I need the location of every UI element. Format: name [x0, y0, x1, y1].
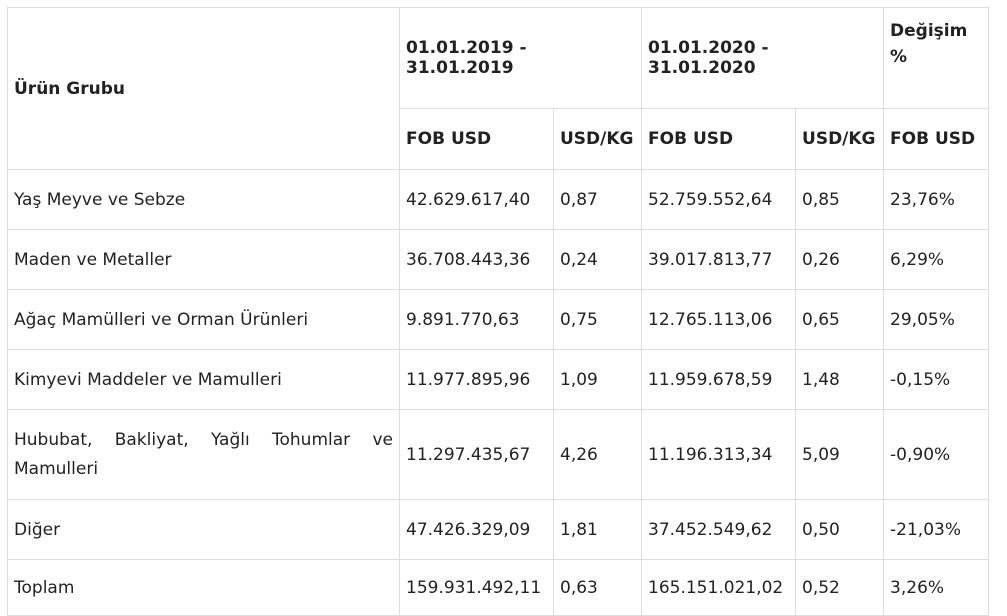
fob-2020: 12.765.113,06 [641, 289, 797, 350]
product-name: Kimyevi Maddeler ve Mamulleri [7, 349, 400, 410]
product-name: Diğer [7, 499, 400, 560]
change-value: -21,03% [883, 499, 990, 560]
fob-2019: 42.629.617,40 [399, 169, 554, 230]
header-fob-usd-2019: FOB USD [399, 108, 554, 170]
fob-2020: 37.452.549,62 [641, 499, 797, 560]
table-row: Kimyevi Maddeler ve Mamulleri 11.977.895… [7, 349, 990, 410]
table-row: Ağaç Mamülleri ve Orman Ürünleri 9.891.7… [7, 289, 990, 350]
product-name: Hububat, Bakliyat, Yağlı Tohumlar ve Mam… [7, 409, 400, 500]
fob-2020: 39.017.813,77 [641, 229, 797, 290]
header-period-2019: 01.01.2019 - 31.01.2019 [398, 7, 643, 109]
header-period-2020: 01.01.2020 - 31.01.2020 [641, 7, 885, 109]
fob-2019: 47.426.329,09 [399, 499, 554, 560]
header-usd-kg-2020: USD/KG [795, 108, 885, 170]
table-row: Diğer 47.426.329,09 1,81 37.452.549,62 0… [7, 499, 990, 560]
product-name: Yaş Meyve ve Sebze [7, 169, 400, 230]
usd-kg-2019: 1,09 [552, 349, 643, 410]
usd-kg-2020: 0,50 [795, 499, 885, 560]
fob-2019: 36.708.443,36 [399, 229, 554, 290]
change-value: -0,15% [883, 349, 990, 410]
header-product-group: Ürün Grubu [7, 7, 400, 170]
change-value: 6,29% [883, 229, 990, 290]
header-row-top: Ürün Grubu 01.01.2019 - 31.01.2019 01.01… [7, 7, 990, 170]
change-value: 29,05% [883, 289, 990, 350]
header-fob-usd-2020: FOB USD [641, 108, 797, 170]
header-change: Değişim % [883, 7, 990, 109]
change-value: -0,90% [883, 409, 990, 500]
usd-kg-2019: 0,87 [552, 169, 643, 230]
fob-2020: 11.959.678,59 [641, 349, 797, 410]
header-row-sub: FOB USD USD/KG FOB USD USD/KG FOB USD [8, 108, 990, 170]
export-table: Ürün Grubu 01.01.2019 - 31.01.2019 01.01… [7, 7, 990, 616]
change-value: 23,76% [883, 169, 990, 230]
total-label: Toplam [7, 559, 400, 616]
table-row: Yaş Meyve ve Sebze 42.629.617,40 0,87 52… [7, 169, 990, 230]
total-row: Toplam 159.931.492,11 0,63 165.151.021,0… [7, 559, 990, 616]
usd-kg-2019: 0,24 [552, 229, 643, 290]
usd-kg-2020: 0,85 [795, 169, 885, 230]
product-name: Ağaç Mamülleri ve Orman Ürünleri [7, 289, 400, 350]
usd-kg-2020: 0,26 [795, 229, 885, 290]
fob-2019: 11.297.435,67 [399, 409, 554, 500]
header-usd-kg-2019: USD/KG [552, 108, 643, 170]
usd-kg-2019: 1,81 [552, 499, 643, 560]
usd-kg-2019: 0,75 [552, 289, 643, 350]
fob-2019: 9.891.770,63 [399, 289, 554, 350]
total-fob-2020: 165.151.021,02 [641, 559, 797, 616]
table-row: Hububat, Bakliyat, Yağlı Tohumlar ve Mam… [7, 409, 990, 500]
total-usd-kg-2020: 0,52 [795, 559, 885, 616]
product-name: Maden ve Metaller [7, 229, 400, 290]
fob-2020: 11.196.313,34 [641, 409, 797, 500]
total-change: 3,26% [883, 559, 990, 616]
usd-kg-2020: 1,48 [795, 349, 885, 410]
fob-2020: 52.759.552,64 [641, 169, 797, 230]
total-usd-kg-2019: 0,63 [552, 559, 643, 616]
usd-kg-2019: 4,26 [552, 409, 643, 500]
table-row: Maden ve Metaller 36.708.443,36 0,24 39.… [7, 229, 990, 290]
total-fob-2019: 159.931.492,11 [399, 559, 554, 616]
usd-kg-2020: 5,09 [795, 409, 885, 500]
fob-2019: 11.977.895,96 [399, 349, 554, 410]
header-change-fob-usd: FOB USD [883, 108, 990, 170]
usd-kg-2020: 0,65 [795, 289, 885, 350]
